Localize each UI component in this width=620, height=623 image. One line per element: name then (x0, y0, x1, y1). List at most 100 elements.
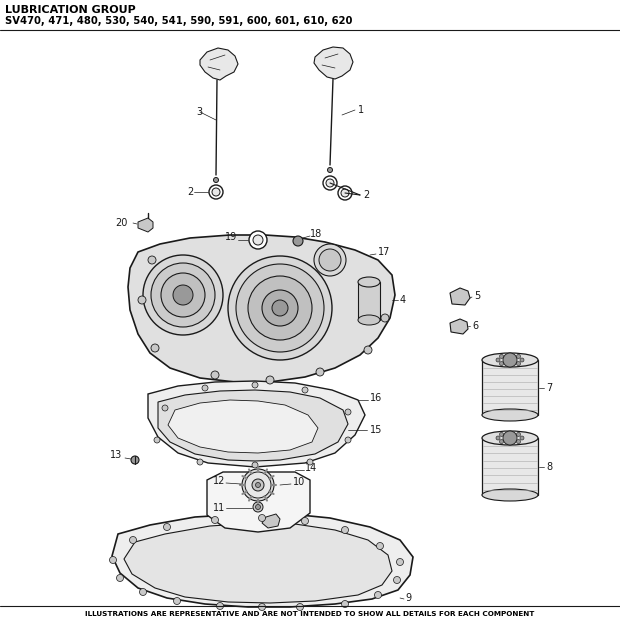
Text: 6: 6 (472, 321, 478, 331)
Circle shape (326, 179, 334, 187)
Circle shape (500, 432, 503, 437)
Circle shape (151, 344, 159, 352)
Circle shape (262, 290, 298, 326)
Ellipse shape (482, 353, 538, 367)
Polygon shape (314, 47, 353, 79)
Text: 11: 11 (213, 503, 225, 513)
Text: 13: 13 (110, 450, 122, 460)
Polygon shape (128, 235, 395, 382)
Circle shape (212, 188, 220, 196)
Circle shape (255, 482, 260, 488)
Circle shape (342, 601, 348, 607)
Text: 7: 7 (546, 383, 552, 393)
Circle shape (508, 441, 512, 445)
Circle shape (164, 523, 170, 531)
Circle shape (516, 361, 520, 366)
Circle shape (266, 376, 274, 384)
Polygon shape (168, 400, 318, 453)
Text: 4: 4 (400, 295, 406, 305)
Polygon shape (148, 381, 365, 467)
Circle shape (252, 382, 258, 388)
Circle shape (323, 176, 337, 190)
Circle shape (252, 479, 264, 491)
Circle shape (496, 436, 500, 440)
Bar (358, 282, 380, 320)
Circle shape (253, 235, 263, 245)
Circle shape (245, 472, 271, 498)
Circle shape (272, 300, 288, 316)
Circle shape (228, 256, 332, 360)
Circle shape (381, 314, 389, 322)
Circle shape (117, 574, 123, 581)
Circle shape (319, 249, 341, 271)
Circle shape (516, 354, 520, 358)
Circle shape (211, 516, 218, 523)
Text: 18: 18 (310, 229, 322, 239)
Bar (482, 438, 538, 495)
Circle shape (301, 518, 309, 525)
Text: LUBRICATION GROUP: LUBRICATION GROUP (5, 5, 136, 15)
Text: 19: 19 (224, 232, 237, 242)
Circle shape (508, 353, 512, 357)
Polygon shape (112, 514, 413, 607)
Circle shape (302, 387, 308, 393)
Circle shape (345, 437, 351, 443)
Circle shape (154, 437, 160, 443)
Circle shape (213, 178, 218, 183)
Circle shape (259, 604, 265, 611)
Polygon shape (450, 288, 470, 305)
Polygon shape (158, 390, 348, 461)
Circle shape (520, 358, 524, 362)
Circle shape (161, 273, 205, 317)
Circle shape (174, 597, 180, 604)
Text: 15: 15 (370, 425, 383, 435)
Text: 3: 3 (196, 107, 202, 117)
Circle shape (252, 462, 258, 468)
Circle shape (162, 405, 168, 411)
Circle shape (209, 185, 223, 199)
Polygon shape (207, 472, 310, 532)
Circle shape (496, 358, 500, 362)
Polygon shape (124, 523, 392, 603)
Circle shape (242, 469, 274, 501)
Circle shape (259, 515, 265, 521)
Ellipse shape (482, 431, 538, 445)
Circle shape (376, 543, 384, 549)
Polygon shape (138, 218, 153, 232)
Text: 9: 9 (405, 593, 411, 603)
Ellipse shape (482, 409, 538, 421)
Circle shape (248, 276, 312, 340)
Circle shape (110, 556, 117, 563)
Circle shape (236, 264, 324, 352)
Circle shape (503, 431, 517, 445)
Text: ILLUSTRATIONS ARE REPRESENTATIVE AND ARE NOT INTENDED TO SHOW ALL DETAILS FOR EA: ILLUSTRATIONS ARE REPRESENTATIVE AND ARE… (86, 611, 534, 617)
Circle shape (508, 363, 512, 367)
Text: 14: 14 (305, 463, 317, 473)
Bar (482, 360, 538, 415)
Text: 2: 2 (187, 187, 193, 197)
Circle shape (516, 432, 520, 437)
Circle shape (249, 231, 267, 249)
Circle shape (151, 263, 215, 327)
Text: 2: 2 (363, 190, 370, 200)
Circle shape (341, 189, 349, 197)
Text: 20: 20 (115, 218, 127, 228)
Circle shape (316, 368, 324, 376)
Circle shape (307, 459, 313, 465)
Circle shape (216, 602, 223, 609)
Circle shape (345, 409, 351, 415)
Circle shape (140, 589, 146, 596)
Circle shape (338, 186, 352, 200)
Circle shape (197, 459, 203, 465)
Ellipse shape (358, 315, 380, 325)
Circle shape (500, 361, 503, 366)
Circle shape (500, 354, 503, 358)
Circle shape (503, 353, 517, 367)
Circle shape (394, 576, 401, 584)
Circle shape (520, 436, 524, 440)
Text: SV470, 471, 480, 530, 540, 541, 590, 591, 600, 601, 610, 620: SV470, 471, 480, 530, 540, 541, 590, 591… (5, 16, 352, 26)
Circle shape (516, 440, 520, 444)
Polygon shape (262, 514, 280, 528)
Circle shape (296, 604, 304, 611)
Circle shape (130, 536, 136, 543)
